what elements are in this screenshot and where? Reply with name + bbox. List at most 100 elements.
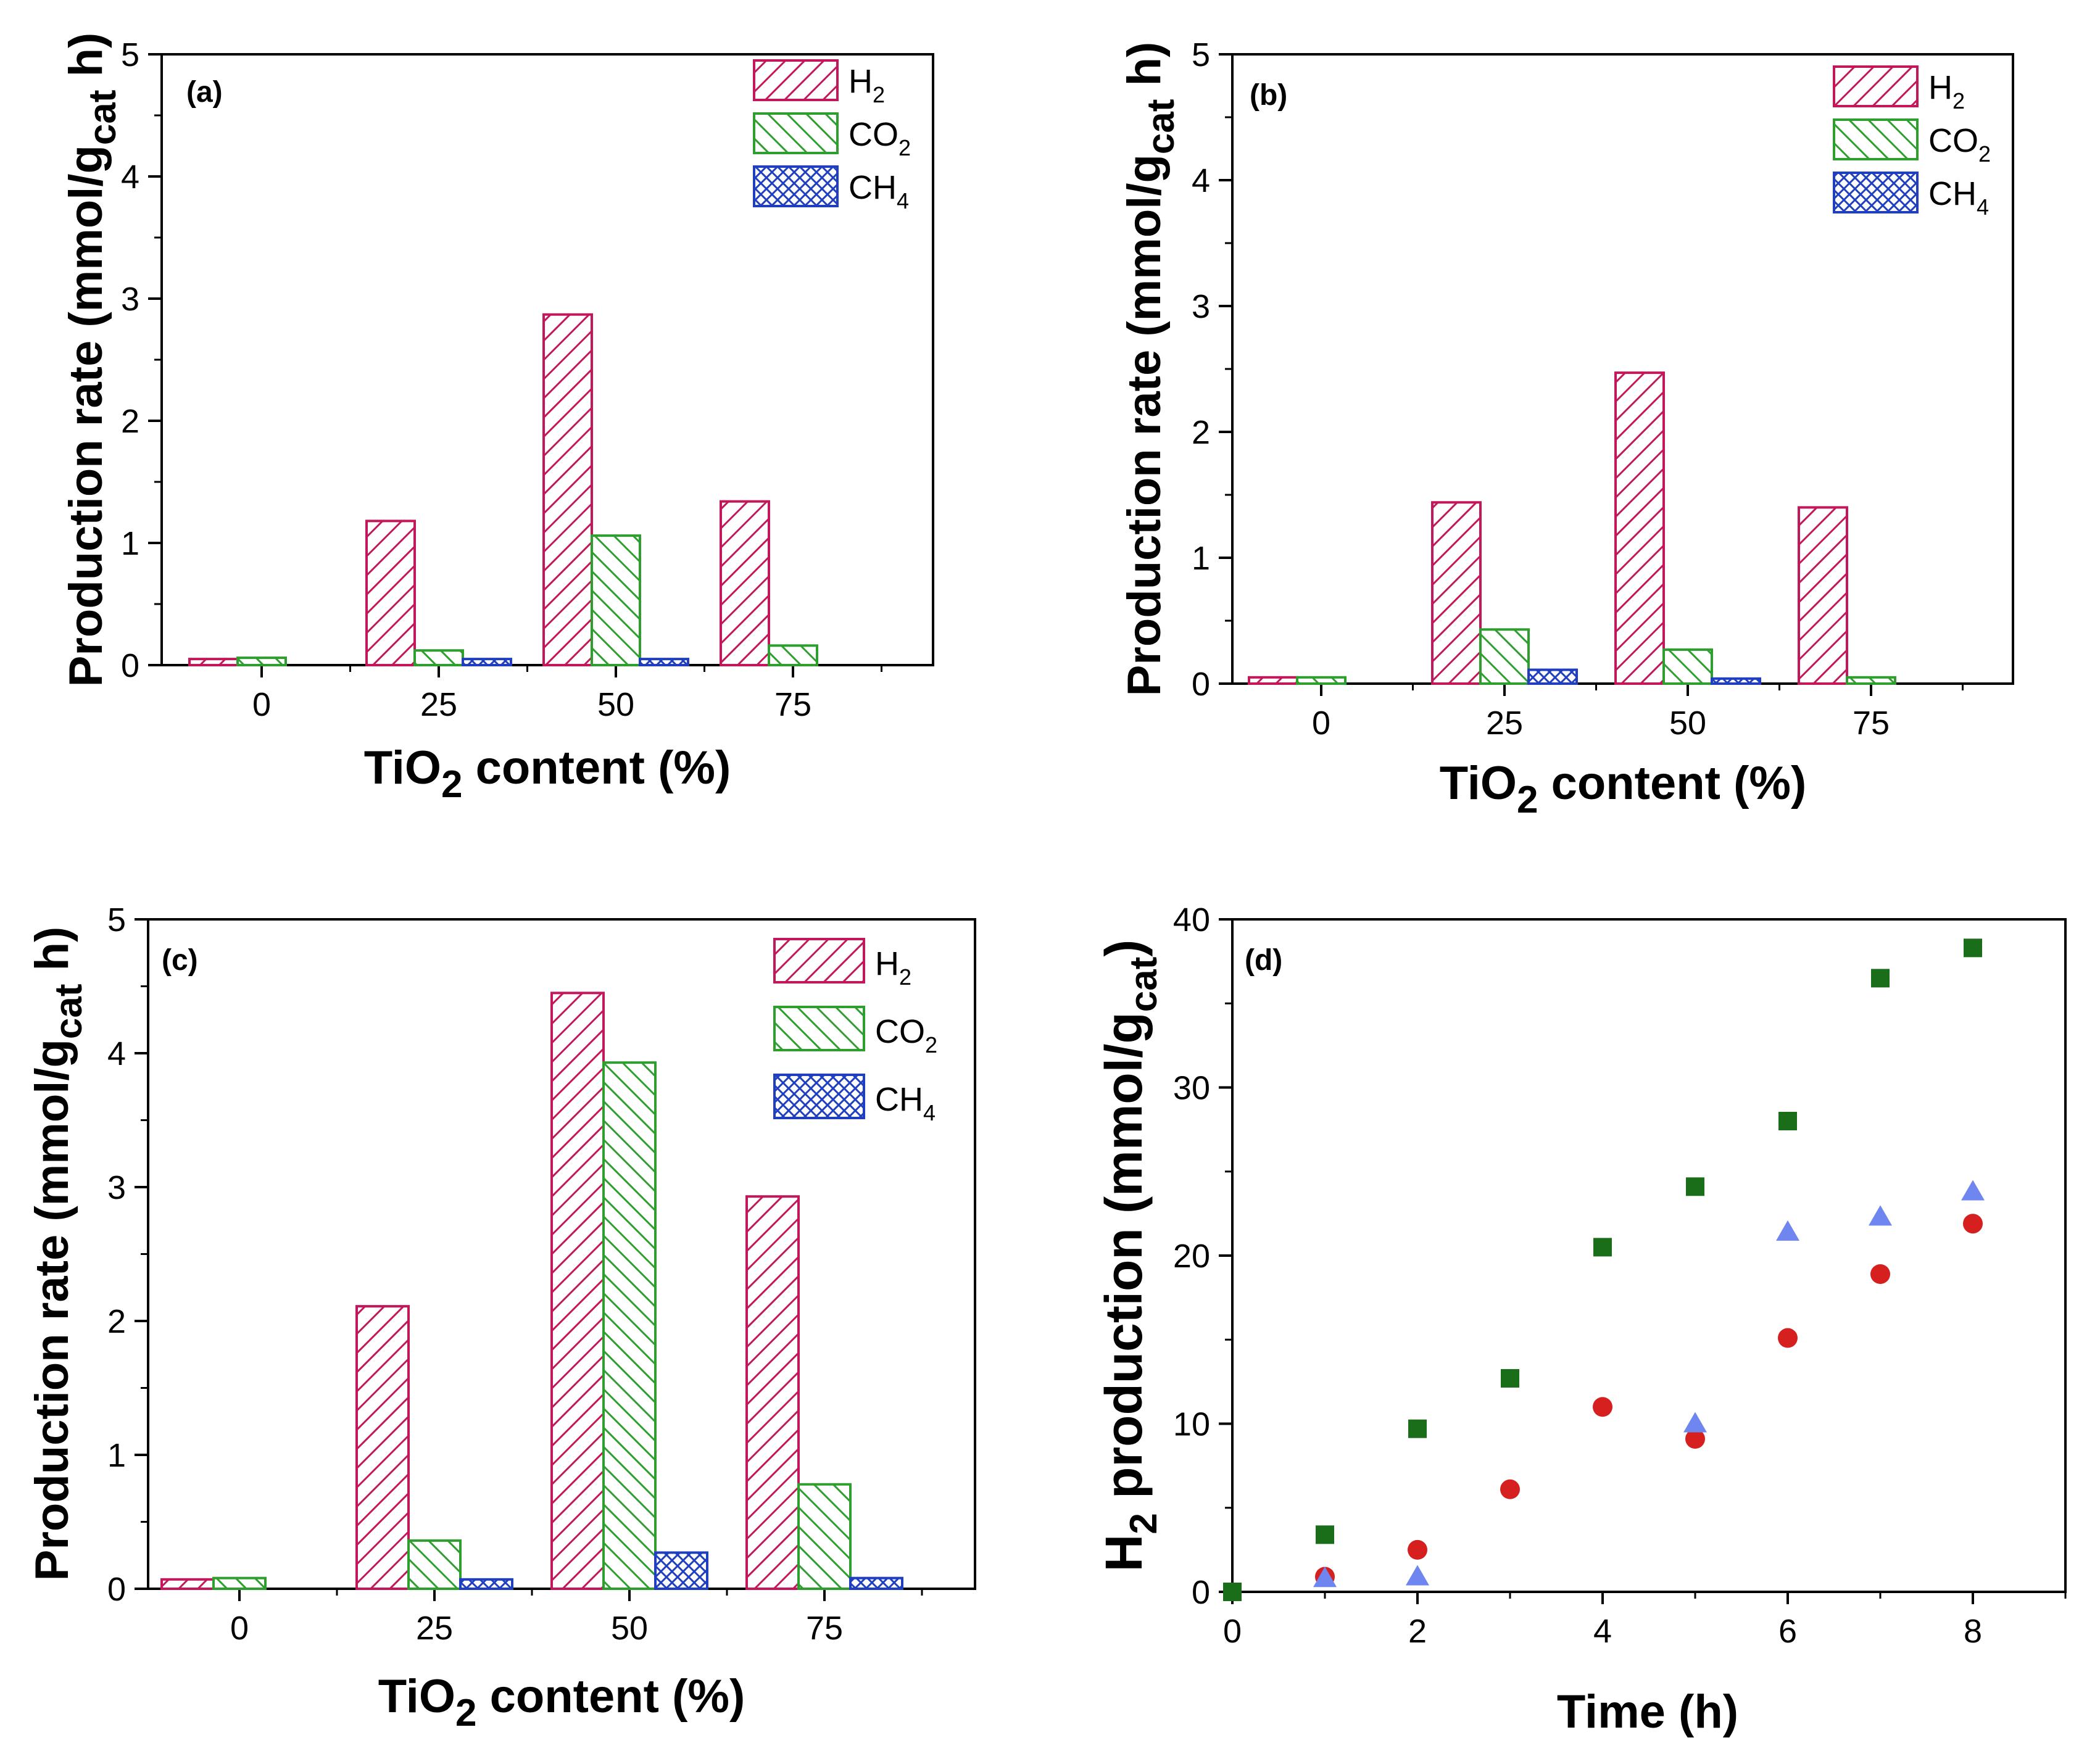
- bar-ch4-25: [1527, 668, 1578, 685]
- bar-h2-50: [1614, 371, 1665, 685]
- bar-co2-25: [1479, 628, 1530, 685]
- y-axis-title-c: Production rate (mmol/gcat h): [26, 927, 90, 1581]
- point-square-6: [1778, 1112, 1797, 1130]
- y-ticks-d: 0 10 20 30 40: [1173, 901, 1232, 1611]
- bar-co2-0: [236, 656, 287, 666]
- legend-swatch-co2: [1833, 118, 1919, 160]
- x-tick-label: 75: [1853, 705, 1890, 742]
- panel-label-d: (d): [1245, 944, 1282, 977]
- bar-ch4-50: [639, 658, 689, 666]
- x-title-post: content (%): [476, 1670, 745, 1723]
- point-square-8: [1964, 938, 1982, 958]
- y-tick-label: 5: [121, 36, 139, 73]
- y-ticks-c: 0 1 2 3 4 5: [107, 901, 148, 1608]
- legend-label-ch4: CH4: [875, 1081, 936, 1125]
- bar-h2-75: [1798, 506, 1848, 685]
- x-tick-label: 25: [1486, 705, 1523, 742]
- bar-h2-25: [1431, 501, 1482, 685]
- legend-label-h2: H2: [1928, 69, 1965, 114]
- x-title-sub: 2: [455, 1692, 476, 1734]
- y-tick-label: 4: [121, 159, 139, 196]
- x-ticks-a: 0 25 50 75: [252, 665, 882, 723]
- panel-label-b: (b): [1250, 79, 1287, 112]
- y-tick-label: 2: [107, 1303, 126, 1340]
- y-tick-label: 3: [1192, 288, 1210, 325]
- x-tick-label: 0: [252, 686, 271, 723]
- legend-label-h2: H2: [849, 63, 885, 107]
- legend-label-main: H: [849, 63, 873, 100]
- bar-co2-75: [768, 644, 818, 666]
- y-tick-label: 20: [1173, 1238, 1210, 1275]
- legend-swatch-h2: [753, 59, 839, 101]
- y-ticks-a: 0 1 2 3 4 5: [121, 36, 162, 684]
- x-title-sub: 2: [441, 763, 462, 806]
- legend-label-main: H: [875, 945, 899, 982]
- panel-label-a: (a): [186, 76, 223, 109]
- y-title-pre: H: [1095, 1534, 1153, 1572]
- point-circle-7: [1870, 1264, 1890, 1284]
- y-title-post: production (mmol/g: [1095, 1012, 1153, 1513]
- x-title-pre: TiO: [1440, 757, 1517, 810]
- point-square-0: [1223, 1583, 1242, 1601]
- legend-label-sub: 4: [1977, 194, 1989, 220]
- legend-label-co2: CO2: [875, 1013, 937, 1058]
- point-circle-6: [1778, 1328, 1798, 1348]
- x-ticks-c: 0 25 50 75: [230, 1589, 923, 1647]
- bar-h2-25: [365, 520, 416, 666]
- y-title-sub: 2: [1122, 1513, 1165, 1534]
- bar-co2-25: [407, 1539, 462, 1590]
- x-ticks-d: 0 2 4 6 8: [1223, 1592, 2067, 1650]
- y-title-post: h): [60, 33, 112, 90]
- legend-label-sub: 4: [923, 1100, 936, 1125]
- y-tick-label: 10: [1173, 1406, 1210, 1443]
- x-title-pre: Time (h): [1557, 1686, 1738, 1738]
- bar-co2-75: [1846, 676, 1896, 685]
- x-tick-label: 8: [1964, 1613, 1982, 1650]
- legend-label-co2: CO2: [849, 116, 911, 160]
- point-square-1: [1316, 1525, 1334, 1544]
- legend-swatch-ch4: [773, 1074, 865, 1119]
- legend-label-main: CO: [849, 116, 898, 153]
- point-square-2: [1408, 1419, 1427, 1438]
- x-title-pre: TiO: [378, 1670, 455, 1723]
- y-title-post: h): [1118, 42, 1171, 99]
- x-axis-title-d: Time (h): [1557, 1686, 1738, 1738]
- bar-h2-0: [188, 658, 239, 666]
- y-ticks-b: 0 1 2 3 4 5: [1192, 36, 1232, 703]
- legend-label-main: CH: [875, 1081, 923, 1118]
- point-triangle-8: [1961, 1180, 1985, 1201]
- x-ticks-b: 0 25 50 75: [1312, 684, 1964, 742]
- y-tick-label: 0: [107, 1571, 126, 1608]
- bars-a: [188, 313, 818, 666]
- y-title-sub2: cat: [1122, 957, 1165, 1012]
- y-tick-label: 0: [1192, 1574, 1210, 1611]
- x-axis-title-c: TiO2 content (%): [378, 1670, 745, 1734]
- x-tick-label: 4: [1593, 1613, 1612, 1650]
- bars-c: [160, 992, 903, 1591]
- legend-swatch-h2: [773, 938, 865, 983]
- x-tick-label: 25: [416, 1610, 453, 1647]
- bar-h2-75: [720, 500, 770, 666]
- legend-label-ch4: CH4: [1928, 175, 1989, 220]
- y-title-pre: Production rate (mmol/g: [26, 1039, 78, 1581]
- point-triangle-1: [1313, 1567, 1337, 1588]
- bar-co2-50: [602, 1061, 657, 1590]
- bar-h2-50: [550, 992, 605, 1590]
- bar-h2-0: [160, 1578, 215, 1591]
- panel-label-c: (c): [162, 944, 198, 977]
- y-tick-label: 0: [121, 647, 139, 684]
- legend-label-sub: 2: [899, 964, 911, 990]
- x-tick-label: 6: [1778, 1613, 1797, 1650]
- x-tick-label: 0: [1223, 1613, 1242, 1650]
- bar-h2-0: [1248, 676, 1298, 685]
- legend-swatch-ch4: [1833, 172, 1919, 213]
- x-tick-label: 50: [1669, 705, 1706, 742]
- point-triangle-7: [1869, 1205, 1892, 1226]
- bar-h2-50: [542, 313, 593, 666]
- y-tick-label: 2: [121, 403, 139, 440]
- x-title-pre: TiO: [364, 742, 441, 794]
- y-tick-label: 1: [121, 525, 139, 562]
